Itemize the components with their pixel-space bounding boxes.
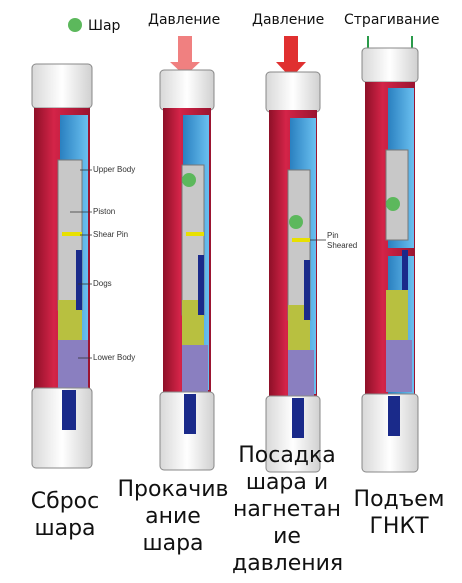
tool-4-lower-body (386, 340, 412, 392)
tool-2-lower-body (182, 345, 208, 395)
tool-2-inner-rod (198, 255, 204, 315)
label-pin-sheared-2: Sheared (327, 241, 357, 250)
ball-legend-label: Шар (88, 18, 121, 34)
caption-col-2-line-2: ание (145, 504, 201, 529)
caption-col-3-line-4: ие (273, 524, 301, 549)
tool-2-pressure-arrow (170, 36, 200, 76)
tool-4-lower-rod (388, 396, 400, 436)
tool-2-ball (182, 173, 196, 187)
caption-col-4: Подъем ГНКТ (344, 486, 454, 540)
ball-legend (68, 18, 86, 34)
tool-1-inner-rod (76, 250, 82, 310)
caption-col-3-line-2: шара и (245, 470, 329, 495)
caption-col-3-line-5: давления (232, 551, 344, 576)
tool-1-ball-drop (31, 63, 93, 469)
caption-col-2: Прокачив ание шара (112, 476, 234, 557)
ball-legend-icon (68, 18, 82, 32)
label-shear-pin: Shear Pin (93, 230, 128, 239)
caption-col-2-line-3: шара (142, 531, 204, 556)
tool-3-ball (289, 215, 303, 229)
label-pin-sheared-1: Pin (327, 231, 339, 240)
caption-col-1-line-2: шара (34, 516, 96, 541)
tool-4-inner-rod (402, 250, 408, 290)
label-lower-body: Lower Body (93, 353, 135, 362)
tool-1-shear-pin (62, 232, 82, 236)
label-upper-body: Upper Body (93, 165, 135, 174)
tool-2-top-cap (159, 69, 215, 111)
caption-col-3: Посадка шара и нагнетан ие давления (232, 442, 344, 577)
tool-3-top-cap (265, 71, 321, 113)
tool-3-lower-body (288, 350, 314, 400)
tool-3-inner-rod (304, 260, 310, 320)
tool-4-piston (385, 149, 409, 241)
caption-col-1-line-1: Сброс (30, 489, 100, 514)
caption-col-3-line-1: Посадка (238, 443, 336, 468)
caption-col-1: Сброс шара (10, 488, 120, 542)
tool-2-shear-pin (186, 232, 204, 236)
tool-2-lower-rod (184, 394, 196, 434)
tool-4-dogs (386, 290, 408, 340)
label-dogs: Dogs (93, 279, 112, 288)
caption-col-4-line-1: Подъем (353, 487, 445, 512)
tool-3-pressure-arrow (276, 36, 306, 78)
tool-4-top-cap (361, 47, 419, 83)
tool-4-ball (386, 197, 400, 211)
tool-3-shear-pin (292, 238, 310, 242)
caption-col-3-line-3: нагнетан (232, 497, 342, 522)
header-col-2: Давление (148, 12, 221, 28)
tool-4-lifting (361, 36, 419, 473)
tool-1-top-cap (31, 63, 93, 109)
caption-col-2-line-1: Прокачив (117, 477, 229, 502)
label-piston: Piston (93, 207, 115, 216)
header-col-3: Давление (252, 12, 325, 28)
tool-3-lower-rod (292, 398, 304, 438)
tool-2-ball-pumping (159, 36, 215, 471)
tool-1-lower-rod (62, 390, 76, 430)
header-col-4: Страгивание (344, 12, 440, 28)
tool-3-ball-seating (265, 36, 326, 473)
caption-col-4-line-2: ГНКТ (369, 514, 429, 539)
tool-1-lower-body (58, 340, 88, 390)
